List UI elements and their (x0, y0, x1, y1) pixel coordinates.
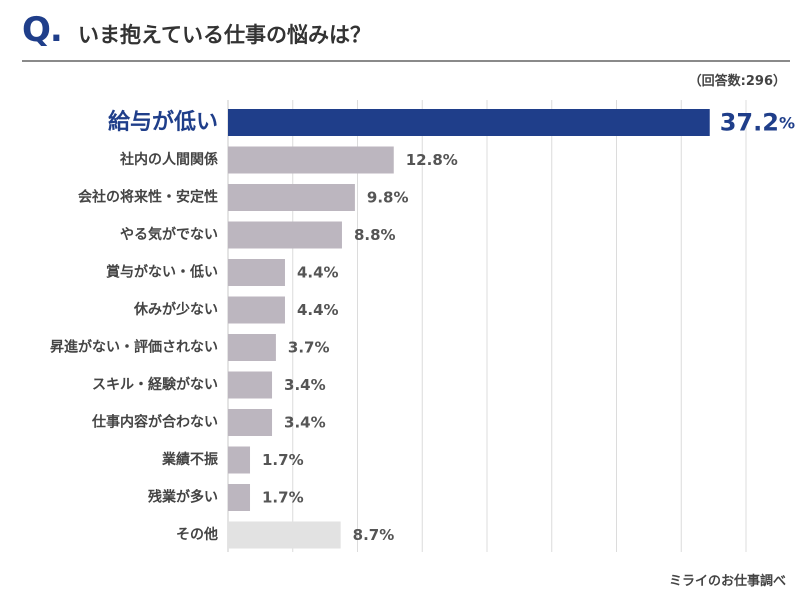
bar (228, 446, 251, 474)
value-label: 3.4% (284, 376, 326, 394)
category-label: 給与が低い (108, 109, 218, 135)
category-label: 賞与がない・低い (106, 264, 218, 281)
bar (228, 334, 276, 361)
category-label: 仕事内容が合わない (91, 414, 218, 431)
bar (228, 184, 355, 211)
value-label: 9.8% (367, 189, 409, 207)
value-label: 8.8% (354, 226, 396, 244)
bar (228, 109, 710, 136)
value-label: 3.7% (288, 339, 330, 357)
value-label: 4.4% (297, 264, 339, 282)
page-title: いま抱えている仕事の悩みは？ (78, 23, 371, 47)
respondent-count-note: （回答数:296） (688, 74, 786, 89)
category-label: やる気がでない (120, 226, 218, 243)
bar (228, 521, 341, 549)
bar (228, 484, 251, 511)
value-label: 1.7% (262, 451, 304, 469)
bar (228, 409, 273, 436)
source-credit: ミライのお仕事調べ (668, 574, 786, 589)
value-unit-suffix: % (779, 113, 795, 132)
title-divider (22, 60, 790, 62)
question-mark-label: Q. (22, 10, 63, 50)
value-label: 37.2% (720, 109, 795, 137)
category-label: スキル・経験がない (92, 376, 218, 393)
category-label: 休みが少ない (133, 301, 218, 318)
bar (228, 371, 273, 399)
value-label: 12.8% (406, 151, 458, 169)
category-label: 社内の人間関係 (119, 151, 218, 168)
value-label: 1.7% (262, 489, 304, 507)
bar (228, 146, 394, 174)
bar (228, 221, 342, 249)
category-label: 昇進がない・評価されない (50, 339, 218, 356)
category-label: 業績不振 (161, 451, 218, 468)
value-label: 4.4% (297, 301, 339, 319)
value-label: 8.7% (353, 526, 395, 544)
category-label: 残業が多い (148, 489, 218, 506)
bar (228, 259, 285, 286)
category-label: その他 (176, 526, 218, 543)
bar (228, 296, 285, 324)
value-label: 3.4% (284, 414, 326, 432)
category-label: 会社の将来性・安定性 (78, 189, 218, 206)
